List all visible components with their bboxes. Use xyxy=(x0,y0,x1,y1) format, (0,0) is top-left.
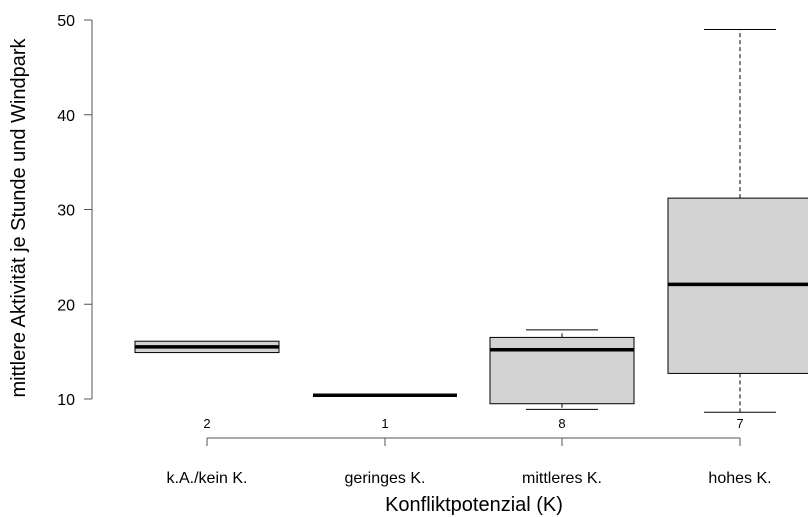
x-axis: 2 k.A./kein K. 1 geringes K. 8 mittleres K. 7 h… xyxy=(167,416,772,487)
y-tick-label: 10 xyxy=(57,392,75,409)
box-4 xyxy=(667,28,808,413)
box-iqr xyxy=(489,336,635,405)
box-3 xyxy=(489,329,635,410)
count-label: 1 xyxy=(381,416,388,431)
x-tick-label: hohes K. xyxy=(708,470,771,487)
y-tick-label: 40 xyxy=(57,108,75,125)
y-axis-label: mittlere Aktivität je Stunde und Windpar… xyxy=(8,37,30,397)
count-label: 7 xyxy=(736,416,743,431)
count-label: 8 xyxy=(558,416,565,431)
count-label: 2 xyxy=(203,416,210,431)
y-tick-label: 50 xyxy=(57,13,75,30)
y-tick-label: 30 xyxy=(57,203,75,220)
x-axis-label: Konfliktpotenzial (K) xyxy=(385,494,563,516)
y-axis: 10 20 30 40 50 xyxy=(57,13,93,409)
x-tick-label: k.A./kein K. xyxy=(167,470,248,487)
box-1 xyxy=(134,340,280,354)
x-tick-label: mittleres K. xyxy=(522,470,602,487)
x-tick-label: geringes K. xyxy=(345,470,426,487)
y-tick-label: 20 xyxy=(57,297,75,314)
boxes xyxy=(134,28,808,413)
